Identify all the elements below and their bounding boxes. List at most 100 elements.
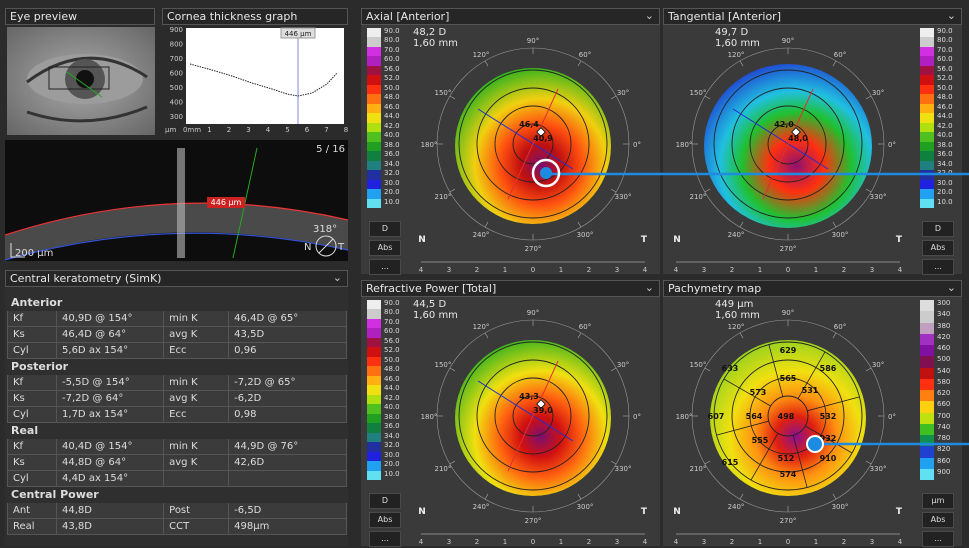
chevron-down-icon[interactable]: ⌄ <box>946 9 956 22</box>
color-scale-swatch <box>920 367 934 379</box>
table-cell: -7,2D @ 65° <box>228 374 347 391</box>
dial-angle-label: 150° <box>689 361 706 369</box>
dial-angle-label: 210° <box>434 465 451 473</box>
dial-angle-label: 180° <box>676 413 693 421</box>
table-row: Kf 40,4D @ 154° min K 44,9D @ 76° <box>6 438 347 455</box>
color-scale-label: 52.0 <box>384 346 400 355</box>
thickness-x-tick: 8 <box>344 126 348 134</box>
chevron-down-icon[interactable]: ⌄ <box>332 271 342 284</box>
dial-angle-label: 150° <box>434 89 451 97</box>
dial-angle-label: 90° <box>527 309 539 317</box>
color-scale-label: 300 <box>937 299 951 307</box>
chevron-down-icon[interactable]: ⌄ <box>946 281 956 294</box>
table-cell: 0,96 <box>228 342 347 359</box>
color-scale-swatch <box>367 356 381 367</box>
color-scale-swatch <box>367 189 381 199</box>
dial-angle-label: 210° <box>689 193 706 201</box>
table-row: Kf -5,5D @ 154° min K -7,2D @ 65° <box>6 374 347 391</box>
dial-angle-label: 90° <box>782 37 794 45</box>
chevron-down-icon[interactable]: ⌄ <box>644 9 654 22</box>
map-option-button[interactable]: Abs <box>369 240 401 256</box>
keratometry-header: Central keratometry (SimK) ⌄ <box>5 270 348 287</box>
table-cell: min K <box>163 374 230 391</box>
axis-tick-label: 4 <box>419 266 424 274</box>
map-option-button[interactable]: µm <box>922 493 954 509</box>
thickness-graph-panel: Cornea thickness graph 900 800 700 600 500 40… <box>162 8 348 136</box>
map-option-button[interactable]: ... <box>922 259 954 275</box>
dial-angle-label: 270° <box>525 245 542 253</box>
table-row: Ks 44,8D @ 64° avg K 42,6D <box>6 454 347 471</box>
color-scale-swatch <box>920 151 934 161</box>
thickness-x-tick: 1 <box>207 126 211 134</box>
color-scale-label: 56.0 <box>384 336 400 345</box>
color-scale-label: 80.0 <box>384 308 400 317</box>
map-center-value: 40,9 <box>533 134 553 143</box>
map-center-value: 48,0 <box>788 134 808 143</box>
dial-angle-label: 240° <box>728 231 745 239</box>
color-scale: 300 340 380 420 460 500 540 580 620 660 700 740 780 8… <box>918 299 958 482</box>
table-cell: 46,4D @ 64° <box>56 326 165 343</box>
dial-angle-label: 150° <box>434 361 451 369</box>
color-scale-label: 10.0 <box>384 197 400 206</box>
table-cell: 42,6D <box>228 454 347 471</box>
table-cell: 43,5D <box>228 326 347 343</box>
color-scale-swatch <box>920 333 934 345</box>
color-scale-swatch <box>367 366 381 376</box>
table-cell: 5,6D ax 154° <box>56 342 165 359</box>
table-cell <box>228 470 347 487</box>
table-cell: -6,2D <box>228 390 347 407</box>
color-scale-swatch <box>367 179 381 190</box>
map-panel: Pachymetry map ⌄ 449 µm 1,60 mm 300 340 380 420… <box>663 280 962 547</box>
color-scale-swatch <box>920 356 934 368</box>
color-scale-swatch <box>920 37 934 47</box>
axis-tick-label: 0 <box>786 538 790 546</box>
map-option-button[interactable]: ... <box>369 259 401 275</box>
color-scale-swatch <box>367 423 381 433</box>
table-cell: 46,4D @ 65° <box>228 310 347 327</box>
axis-tick-label: 3 <box>870 266 874 274</box>
table-cell: 44,8D <box>56 502 165 519</box>
dial-angle-label: 210° <box>689 465 706 473</box>
oct-angle-label: 318° <box>313 224 337 235</box>
map-option-button[interactable]: ... <box>922 531 954 547</box>
map-option-button[interactable]: ... <box>369 531 401 547</box>
map-option-button[interactable]: D <box>369 221 401 237</box>
dial-angle-label: 150° <box>689 89 706 97</box>
map-value-label: 44,5 D <box>413 299 447 310</box>
color-scale-label: 52.0 <box>937 74 953 83</box>
map-option-button[interactable]: Abs <box>922 240 954 256</box>
color-scale-swatch <box>367 84 381 95</box>
dial-angle-label: 270° <box>525 517 542 525</box>
color-scale-label: 48.0 <box>384 93 400 102</box>
color-scale-label: 20.0 <box>937 188 953 197</box>
table-cell: 44,9D @ 76° <box>228 438 347 455</box>
thickness-marker-label: 446 µm <box>285 30 312 38</box>
color-scale-label: 10.0 <box>937 197 953 206</box>
color-scale-swatch <box>367 337 381 348</box>
color-scale-swatch <box>920 122 934 133</box>
kerato-section-row: Real <box>7 422 347 439</box>
map-option-button[interactable]: Abs <box>922 512 954 528</box>
kerato-section-row: Posterior <box>7 358 347 375</box>
color-scale-label: 70.0 <box>937 45 953 54</box>
table-cell: 498µm <box>228 518 347 535</box>
axis-tick-label: 2 <box>587 538 591 546</box>
axis-tick-label: 4 <box>898 266 903 274</box>
map-option-button[interactable]: Abs <box>369 512 401 528</box>
color-scale-swatch <box>920 322 934 334</box>
map-option-button[interactable]: D <box>922 221 954 237</box>
table-row: Cyl 4,4D ax 154° <box>6 470 347 487</box>
color-scale-label: 70.0 <box>384 45 400 54</box>
axis-tick-label: 4 <box>674 266 679 274</box>
kerato-section-row: Anterior <box>7 294 347 311</box>
map-option-button[interactable]: D <box>369 493 401 509</box>
color-scale-swatch <box>920 390 934 402</box>
map-center-value: 42,0 <box>774 120 794 129</box>
table-cell: min K <box>163 438 230 455</box>
dial-nasal-label: N <box>673 235 681 245</box>
table-cell: Ks <box>6 326 58 343</box>
table-row: Cyl 5,6D ax 154° Ecc 0,96 <box>6 342 347 359</box>
color-scale-label: 32.0 <box>384 441 400 450</box>
chevron-down-icon[interactable]: ⌄ <box>644 281 654 294</box>
map-center-value: 574 <box>780 470 797 479</box>
